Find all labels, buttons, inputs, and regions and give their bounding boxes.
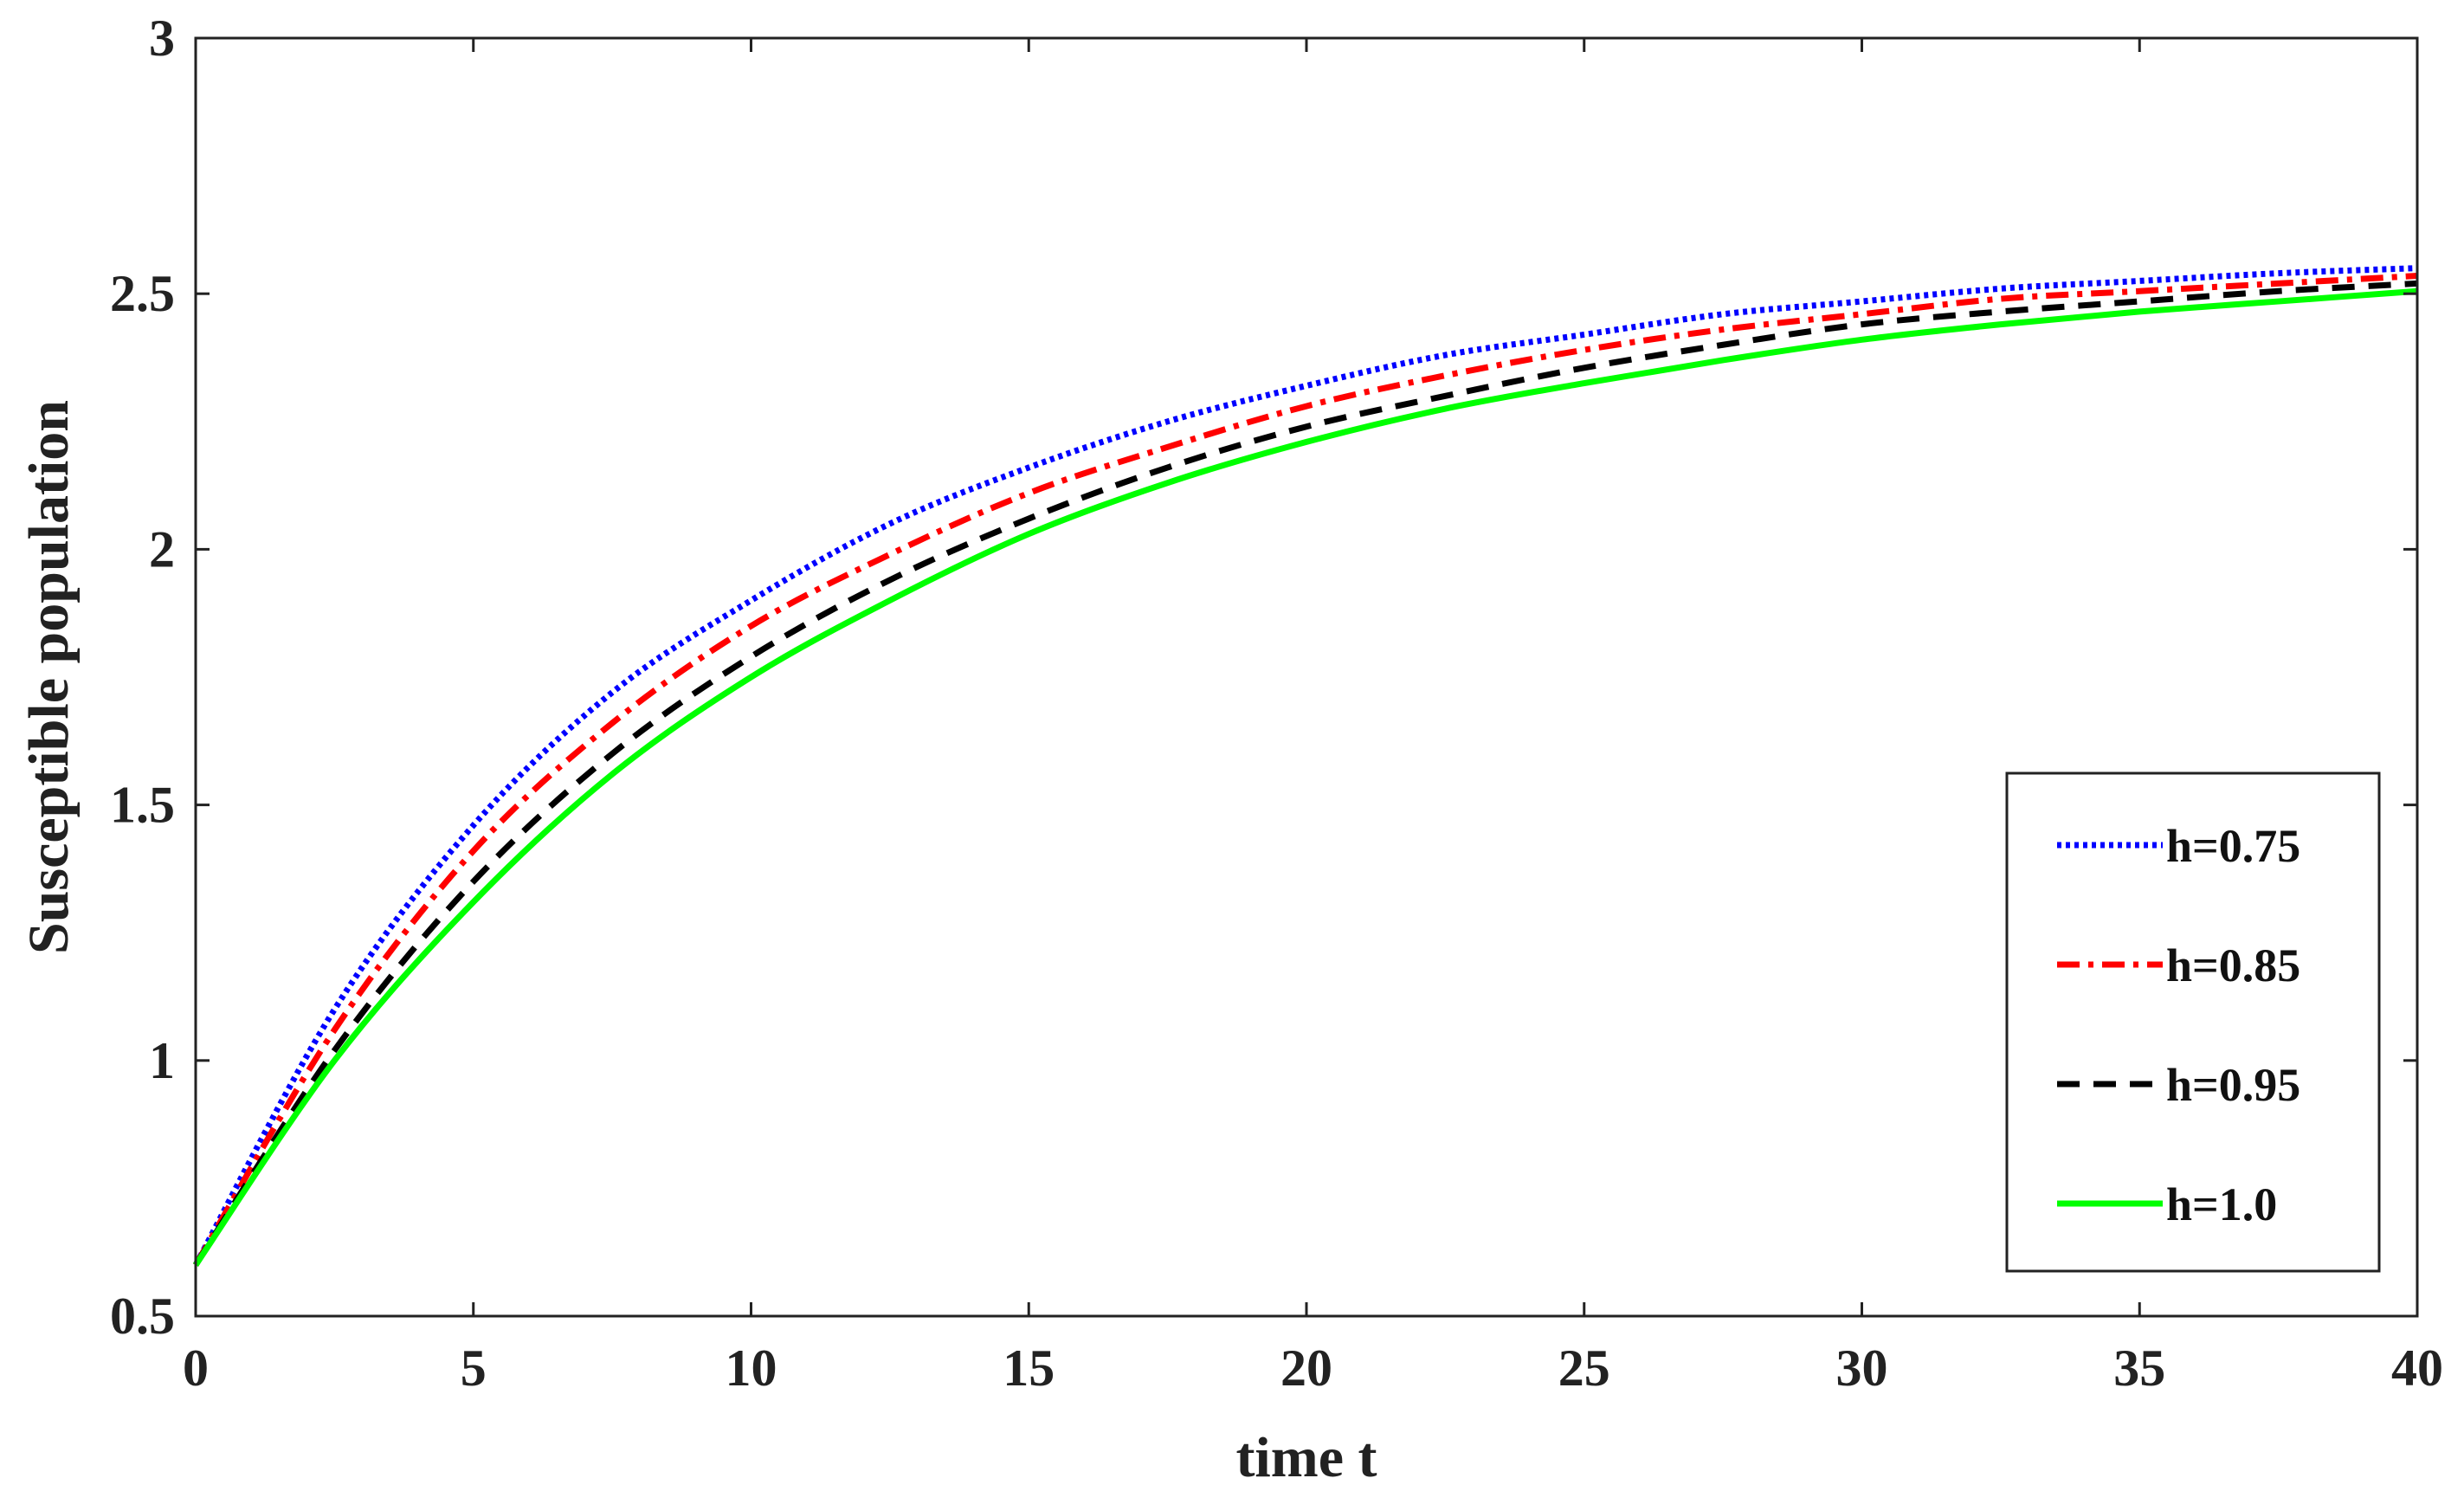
x-tick-label: 30 — [1836, 1339, 1888, 1397]
x-tick-label: 40 — [2391, 1339, 2443, 1397]
y-tick-label: 2.5 — [110, 265, 175, 322]
legend-label-1: h=0.75 — [2166, 820, 2300, 872]
x-tick-label: 20 — [1280, 1339, 1332, 1397]
series-line-4 — [193, 287, 2418, 1267]
x-tick-label: 25 — [1558, 1339, 1610, 1397]
y-tick-label: 1 — [149, 1032, 175, 1089]
y-tick-label: 0.5 — [110, 1288, 175, 1345]
legend-label-4: h=1.0 — [2166, 1178, 2277, 1230]
x-tick-label: 10 — [726, 1339, 777, 1397]
legend-label-3: h=0.95 — [2166, 1059, 2300, 1111]
y-tick-label: 2 — [149, 520, 175, 578]
series-line-3 — [193, 280, 2418, 1267]
series-layer — [192, 265, 2418, 1267]
series-line-2 — [192, 273, 2418, 1267]
x-tick-label: 0 — [183, 1339, 209, 1397]
x-axis-title: time t — [1235, 1426, 1377, 1489]
legend-box — [2005, 771, 2381, 1273]
x-tick-label: 35 — [2113, 1339, 2165, 1397]
y-axis-title: Susceptible population — [17, 400, 81, 954]
y-tick-label: 1.5 — [110, 777, 175, 834]
legend-label-2: h=0.85 — [2166, 939, 2300, 991]
axis-ticks: 0 5 10 15 20 25 30 35 40 0.5 1 1.5 2 2.5 3 — [110, 10, 2443, 1397]
y-tick-label: 3 — [149, 10, 175, 67]
legend: h=0.75 h=0.85 h=0.95 h=1.0 — [2005, 771, 2381, 1273]
x-tick-label: 5 — [461, 1339, 487, 1397]
x-tick-label: 15 — [1003, 1339, 1055, 1397]
